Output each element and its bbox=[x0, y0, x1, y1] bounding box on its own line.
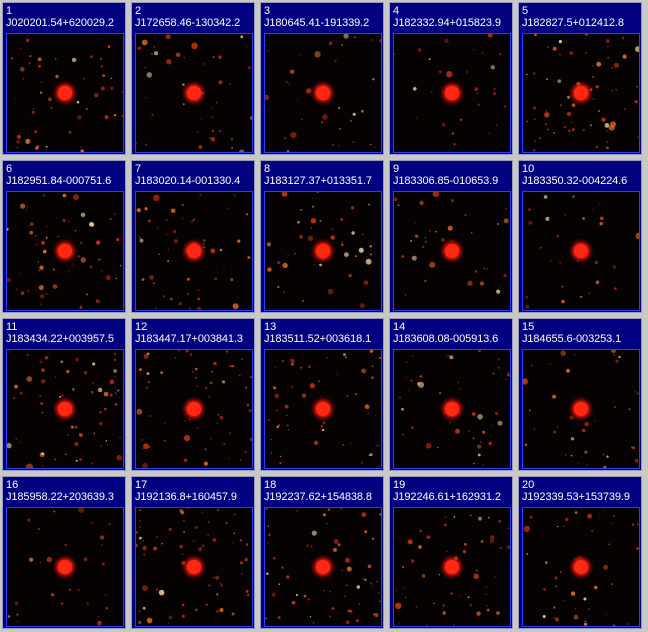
tile-index: 15 bbox=[522, 321, 535, 333]
tile[interactable]: 15 J184655.6-003253.1 bbox=[518, 318, 642, 471]
tile-index: 10 bbox=[522, 163, 535, 175]
tile-name: J182951.84-000751.6 bbox=[6, 175, 112, 187]
tile[interactable]: 6 J182951.84-000751.6 bbox=[2, 160, 126, 313]
tile-index: 13 bbox=[264, 321, 277, 333]
tile[interactable]: 5 J182827.5+012412.8 bbox=[518, 2, 642, 155]
tile-index: 2 bbox=[135, 5, 142, 17]
star-image[interactable] bbox=[264, 507, 382, 627]
star-image[interactable] bbox=[6, 33, 124, 153]
tile-index: 6 bbox=[6, 163, 13, 175]
tile-index: 19 bbox=[393, 479, 406, 491]
tile-name: J182827.5+012412.8 bbox=[522, 17, 624, 29]
star-image[interactable] bbox=[393, 191, 511, 311]
tile-name: J020201.54+620029.2 bbox=[6, 17, 114, 29]
star-image[interactable] bbox=[522, 33, 640, 153]
star-image[interactable] bbox=[135, 191, 253, 311]
tile[interactable]: 17 J192136.8+160457.9 bbox=[131, 476, 255, 629]
tile-name: J183350.32-004224.6 bbox=[522, 175, 628, 187]
tile[interactable]: 9 J183306.85-010653.9 bbox=[389, 160, 513, 313]
star-image[interactable] bbox=[6, 349, 124, 469]
tile-name: J184655.6-003253.1 bbox=[522, 333, 622, 345]
tile-index: 9 bbox=[393, 163, 400, 175]
tile[interactable]: 3 J180645.41-191339.2 bbox=[260, 2, 384, 155]
tile-name: J183608.08-005913.6 bbox=[393, 333, 499, 345]
tile[interactable]: 19 J192246.61+162931.2 bbox=[389, 476, 513, 629]
star-image[interactable] bbox=[135, 507, 253, 627]
tile-index: 8 bbox=[264, 163, 271, 175]
tile[interactable]: 14 J183608.08-005913.6 bbox=[389, 318, 513, 471]
star-image[interactable] bbox=[6, 507, 124, 627]
tile[interactable]: 12 J183447.17+003841.3 bbox=[131, 318, 255, 471]
tile[interactable]: 4 J182332.94+015823.9 bbox=[389, 2, 513, 155]
tile-index: 7 bbox=[135, 163, 142, 175]
tile-index: 20 bbox=[522, 479, 535, 491]
tile[interactable]: 2 J172658.46-130342.2 bbox=[131, 2, 255, 155]
tile[interactable]: 8 J183127.37+013351.7 bbox=[260, 160, 384, 313]
star-image[interactable] bbox=[6, 191, 124, 311]
tile-index: 17 bbox=[135, 479, 148, 491]
tile-index: 3 bbox=[264, 5, 271, 17]
star-image[interactable] bbox=[264, 33, 382, 153]
tile-name: J185958.22+203639.3 bbox=[6, 491, 114, 503]
star-image[interactable] bbox=[264, 191, 382, 311]
tile-name: J192339.53+153739.9 bbox=[522, 491, 630, 503]
tile[interactable]: 18 J192237.62+154838.8 bbox=[260, 476, 384, 629]
tile-index: 1 bbox=[6, 5, 13, 17]
tile[interactable]: 13 J183511.52+003618.1 bbox=[260, 318, 384, 471]
tile[interactable]: 16 J185958.22+203639.3 bbox=[2, 476, 126, 629]
tile-name: J172658.46-130342.2 bbox=[135, 17, 241, 29]
star-image[interactable] bbox=[264, 349, 382, 469]
star-image[interactable] bbox=[522, 507, 640, 627]
tile[interactable]: 7 J183020.14-001330.4 bbox=[131, 160, 255, 313]
star-image[interactable] bbox=[135, 33, 253, 153]
tile-name: J183127.37+013351.7 bbox=[264, 175, 372, 187]
tile-index: 14 bbox=[393, 321, 406, 333]
tile-index: 4 bbox=[393, 5, 400, 17]
star-image[interactable] bbox=[522, 191, 640, 311]
tile-index: 16 bbox=[6, 479, 19, 491]
tile-name: J192246.61+162931.2 bbox=[393, 491, 501, 503]
star-image[interactable] bbox=[522, 349, 640, 469]
tile[interactable]: 10 J183350.32-004224.6 bbox=[518, 160, 642, 313]
star-image[interactable] bbox=[393, 349, 511, 469]
tile-name: J192237.62+154838.8 bbox=[264, 491, 372, 503]
tile-name: J183020.14-001330.4 bbox=[135, 175, 241, 187]
tile-index: 18 bbox=[264, 479, 277, 491]
tile-name: J183447.17+003841.3 bbox=[135, 333, 243, 345]
star-image[interactable] bbox=[393, 507, 511, 627]
tile[interactable]: 20 J192339.53+153739.9 bbox=[518, 476, 642, 629]
tile-name: J183434.22+003957.5 bbox=[6, 333, 114, 345]
tile[interactable]: 11 J183434.22+003957.5 bbox=[2, 318, 126, 471]
tile-name: J180645.41-191339.2 bbox=[264, 17, 370, 29]
tile-name: J183511.52+003618.1 bbox=[264, 333, 372, 345]
tile-index: 5 bbox=[522, 5, 529, 17]
tile-index: 11 bbox=[6, 321, 18, 333]
tile-index: 12 bbox=[135, 321, 148, 333]
star-image[interactable] bbox=[393, 33, 511, 153]
tile-name: J183306.85-010653.9 bbox=[393, 175, 499, 187]
star-image[interactable] bbox=[135, 349, 253, 469]
tile-name: J192136.8+160457.9 bbox=[135, 491, 237, 503]
tile[interactable]: 1 J020201.54+620029.2 bbox=[2, 2, 126, 155]
tile-name: J182332.94+015823.9 bbox=[393, 17, 501, 29]
